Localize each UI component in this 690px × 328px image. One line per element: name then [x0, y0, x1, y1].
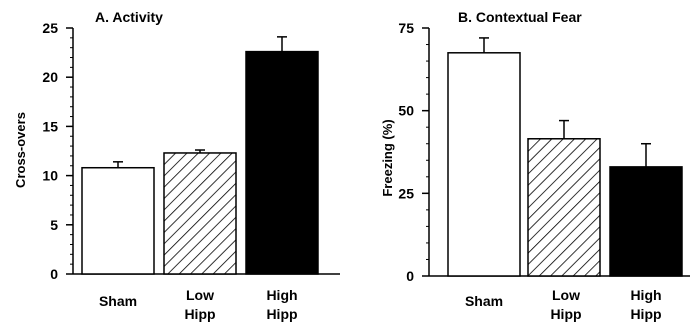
- panel-a-category-label: Sham: [99, 293, 137, 309]
- panel-a-y-tick-label: 25: [42, 20, 58, 36]
- panel-a-activity: A. Activity Cross-overs 0 5 10 15 20 25 Sham Lo…: [13, 9, 340, 322]
- panel-a-category-label: High Hipp: [266, 287, 297, 322]
- panel-a-bar: [245, 50, 319, 275]
- panel-b-category-label-line: Low: [552, 287, 580, 303]
- panel-b-bar: [447, 52, 521, 277]
- panel-b-category-label-line: Hipp: [550, 306, 581, 322]
- panel-b-category-label-line: Sham: [465, 293, 503, 309]
- panel-a-category-label: Low Hipp: [184, 287, 215, 322]
- panel-b-category-label: Low Hipp: [550, 287, 581, 322]
- panel-b-y-axis-label: Freezing (%): [380, 119, 395, 196]
- panel-b-category-label: Sham: [465, 293, 503, 309]
- panel-a-y-tick-label: 15: [42, 118, 58, 134]
- panel-a-y-axis-label: Cross-overs: [13, 112, 28, 188]
- panel-a-y-tick-label: 20: [42, 69, 58, 85]
- panel-a-y-tick-label: 10: [42, 168, 58, 184]
- panel-a-bar: [163, 152, 237, 275]
- panel-b-y-tick-label: 50: [398, 103, 414, 119]
- panel-b-contextual-fear: B. Contextual Fear Freezing (%) 0 25 50 75 S…: [380, 9, 690, 322]
- panel-a-category-label-line: High: [266, 287, 297, 303]
- panel-b-category-label-line: Hipp: [630, 306, 661, 322]
- panel-a-y-tick-label: 0: [50, 266, 58, 282]
- panel-a-category-label-line: Hipp: [266, 306, 297, 322]
- panel-b-category-label: High Hipp: [630, 287, 661, 322]
- panel-a-category-label-line: Low: [186, 287, 214, 303]
- panel-b-bar: [527, 138, 601, 277]
- panel-b-y-tick-label: 0: [406, 268, 414, 284]
- panel-b-category-label-line: High: [630, 287, 661, 303]
- panel-a-bar: [81, 166, 155, 275]
- panel-b-title: B. Contextual Fear: [458, 9, 582, 25]
- panel-b-y-tick-label: 75: [398, 20, 414, 36]
- panel-b-bar: [609, 166, 683, 277]
- panel-a-y-tick-label: 5: [50, 217, 58, 233]
- panel-b-y-tick-label: 25: [398, 185, 414, 201]
- panel-a-category-label-line: Sham: [99, 293, 137, 309]
- panel-a-category-label-line: Hipp: [184, 306, 215, 322]
- panel-a-title: A. Activity: [95, 9, 163, 25]
